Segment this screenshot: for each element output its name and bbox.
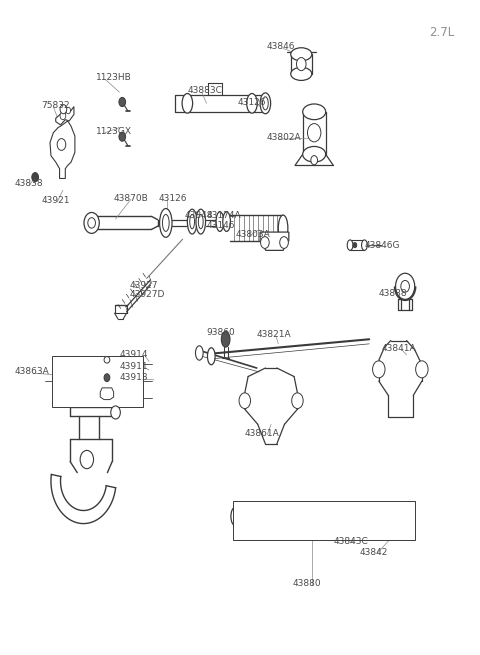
Text: 93860: 93860 (206, 328, 235, 337)
Ellipse shape (263, 97, 268, 110)
Text: 43927D: 43927D (130, 290, 165, 299)
Text: 43861A: 43861A (245, 429, 279, 438)
Polygon shape (100, 388, 114, 400)
Ellipse shape (291, 48, 312, 61)
Ellipse shape (278, 215, 288, 241)
Ellipse shape (223, 212, 230, 231)
Text: 43911: 43911 (120, 362, 148, 371)
Polygon shape (56, 107, 74, 125)
Text: 43870B: 43870B (113, 194, 148, 202)
Text: 43863A: 43863A (14, 367, 49, 377)
Ellipse shape (247, 94, 257, 113)
Text: 1123GX: 1123GX (96, 127, 132, 136)
Ellipse shape (374, 505, 388, 526)
Text: 43880: 43880 (293, 579, 321, 588)
Text: 1123HB: 1123HB (96, 73, 132, 82)
Circle shape (80, 451, 94, 469)
Ellipse shape (347, 240, 353, 250)
Text: 43846: 43846 (266, 42, 295, 51)
Text: 75832: 75832 (41, 101, 70, 110)
Circle shape (84, 212, 99, 233)
Ellipse shape (187, 209, 197, 234)
Ellipse shape (104, 356, 110, 363)
Circle shape (308, 124, 321, 142)
Ellipse shape (195, 346, 203, 360)
Circle shape (32, 173, 38, 181)
Ellipse shape (216, 212, 224, 231)
Circle shape (88, 217, 96, 228)
Ellipse shape (159, 208, 172, 237)
Ellipse shape (221, 331, 230, 347)
Text: 43883C: 43883C (187, 86, 222, 96)
Circle shape (408, 520, 412, 527)
Text: 43174A: 43174A (206, 210, 241, 219)
Text: 43921: 43921 (41, 196, 70, 204)
Ellipse shape (291, 67, 312, 81)
Circle shape (60, 105, 67, 114)
Text: 43841A: 43841A (381, 344, 416, 353)
Ellipse shape (231, 507, 240, 525)
Ellipse shape (255, 523, 263, 538)
Text: 2.7L: 2.7L (429, 26, 454, 39)
Text: 43802A: 43802A (266, 134, 301, 142)
Circle shape (401, 280, 409, 292)
Text: 43842: 43842 (360, 548, 388, 557)
Text: 43803A: 43803A (235, 229, 270, 238)
Circle shape (119, 98, 126, 107)
Circle shape (292, 393, 303, 409)
Text: 43914: 43914 (120, 350, 148, 360)
Ellipse shape (303, 104, 325, 120)
Text: 43846G: 43846G (364, 240, 400, 250)
Circle shape (119, 132, 126, 141)
Circle shape (372, 361, 385, 378)
Ellipse shape (162, 214, 169, 231)
Text: 43126: 43126 (158, 194, 187, 202)
Ellipse shape (393, 519, 405, 538)
Text: 43146: 43146 (206, 221, 235, 230)
Ellipse shape (396, 524, 402, 533)
Polygon shape (260, 232, 289, 250)
Text: 43888: 43888 (379, 289, 408, 298)
Ellipse shape (361, 240, 367, 250)
Bar (233, 500, 415, 540)
Polygon shape (50, 121, 75, 178)
Circle shape (57, 139, 66, 151)
Text: 43848: 43848 (185, 210, 214, 219)
Circle shape (280, 236, 288, 248)
Circle shape (396, 273, 415, 299)
Text: 43843C: 43843C (333, 537, 368, 546)
Ellipse shape (198, 214, 203, 229)
Ellipse shape (104, 374, 110, 382)
Circle shape (416, 361, 428, 378)
Text: 43821A: 43821A (257, 330, 291, 339)
Text: 43838: 43838 (15, 179, 44, 188)
Ellipse shape (182, 94, 192, 113)
Ellipse shape (190, 214, 194, 229)
Circle shape (60, 112, 66, 120)
Circle shape (239, 393, 251, 409)
Text: 43927: 43927 (130, 280, 158, 290)
Text: 43913: 43913 (120, 373, 148, 383)
Ellipse shape (207, 348, 215, 365)
Circle shape (353, 242, 357, 248)
Bar (52, 356, 144, 407)
Circle shape (111, 406, 120, 419)
Circle shape (261, 236, 269, 248)
Ellipse shape (260, 93, 271, 114)
Circle shape (297, 58, 306, 71)
Ellipse shape (303, 147, 325, 162)
Ellipse shape (196, 209, 205, 234)
Circle shape (66, 107, 71, 114)
Circle shape (311, 156, 318, 165)
Text: 43126: 43126 (238, 98, 266, 107)
Circle shape (377, 510, 385, 521)
